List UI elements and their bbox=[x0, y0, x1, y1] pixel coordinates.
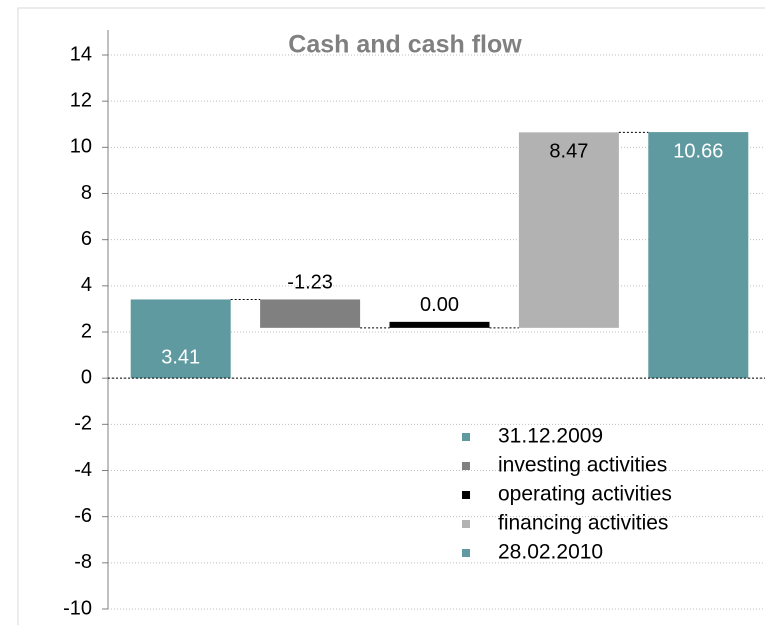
y-tick-label: 6 bbox=[81, 228, 92, 250]
legend-label: financing activities bbox=[498, 512, 668, 535]
legend-label: investing activities bbox=[498, 454, 667, 477]
bar bbox=[130, 299, 231, 379]
y-tick-label: 14 bbox=[70, 43, 92, 65]
y-tick-label: 10 bbox=[70, 136, 92, 158]
data-label: 3.41 bbox=[161, 346, 200, 368]
bar bbox=[389, 321, 490, 328]
bar bbox=[518, 132, 619, 328]
data-label: 8.47 bbox=[549, 141, 588, 163]
legend-swatch bbox=[462, 462, 470, 470]
legend-label: operating activities bbox=[498, 483, 672, 506]
y-tick-label: 2 bbox=[81, 320, 92, 342]
legend-swatch bbox=[462, 433, 470, 441]
y-tick-label: -10 bbox=[63, 597, 92, 619]
bar bbox=[260, 299, 361, 328]
y-tick-label: -4 bbox=[74, 459, 92, 481]
y-tick-label: -6 bbox=[74, 505, 92, 527]
y-tick-label: -8 bbox=[74, 551, 92, 573]
data-label: 0.00 bbox=[420, 294, 459, 316]
y-tick-label: 4 bbox=[81, 274, 92, 296]
legend-label: 31.12.2009 bbox=[498, 425, 603, 448]
y-tick-label: 0 bbox=[81, 366, 92, 388]
data-label: 10.66 bbox=[673, 140, 723, 162]
chart-border bbox=[17, 7, 765, 625]
legend-swatch bbox=[462, 549, 470, 557]
legend-swatch bbox=[462, 491, 470, 499]
bar bbox=[648, 132, 749, 379]
legend-label: 28.02.2010 bbox=[498, 541, 603, 564]
y-tick-label: 12 bbox=[70, 89, 92, 111]
legend-swatch bbox=[462, 520, 470, 528]
chart-title: Cash and cash flow bbox=[288, 31, 522, 59]
y-tick-label: -2 bbox=[74, 413, 92, 435]
y-tick-label: 8 bbox=[81, 182, 92, 204]
data-label: -1.23 bbox=[287, 272, 333, 294]
